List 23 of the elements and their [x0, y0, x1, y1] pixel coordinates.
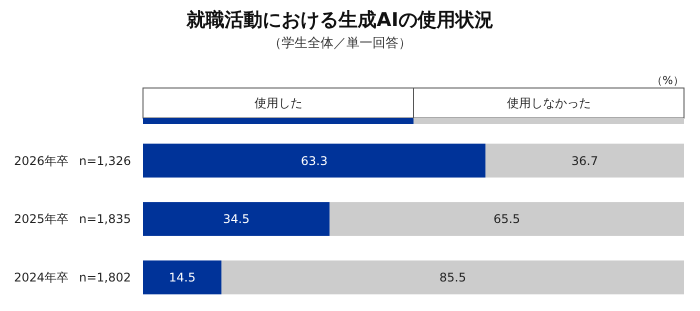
y-tick-label: 2025年卒 — [14, 212, 69, 226]
data-label: 14.5 — [168, 270, 196, 285]
bar — [485, 144, 684, 178]
bar — [330, 202, 684, 236]
text: 使用した — [254, 96, 302, 110]
data-label: 85.5 — [439, 270, 466, 285]
text: 使用しなかった — [506, 96, 591, 110]
data-label: 65.5 — [493, 212, 520, 226]
bar — [143, 202, 330, 236]
bar — [221, 260, 684, 294]
bar — [143, 144, 486, 178]
data-label: 36.7 — [571, 154, 598, 168]
chart-title: 就職活動における生成AIの使用状況 — [186, 9, 494, 31]
text: n=1,835 — [78, 212, 131, 226]
text: n=1,802 — [78, 270, 131, 285]
text: （%） — [652, 74, 684, 87]
data-label: 63.3 — [300, 154, 328, 168]
y-tick-label: 2026年卒 — [14, 154, 69, 168]
y-tick-label: 2024年卒 — [14, 270, 69, 285]
chart-subtitle: （学生全体／単一回答） — [268, 36, 412, 51]
data-label: 34.5 — [222, 212, 250, 226]
bar — [143, 260, 222, 294]
text: n=1,326 — [78, 154, 131, 168]
